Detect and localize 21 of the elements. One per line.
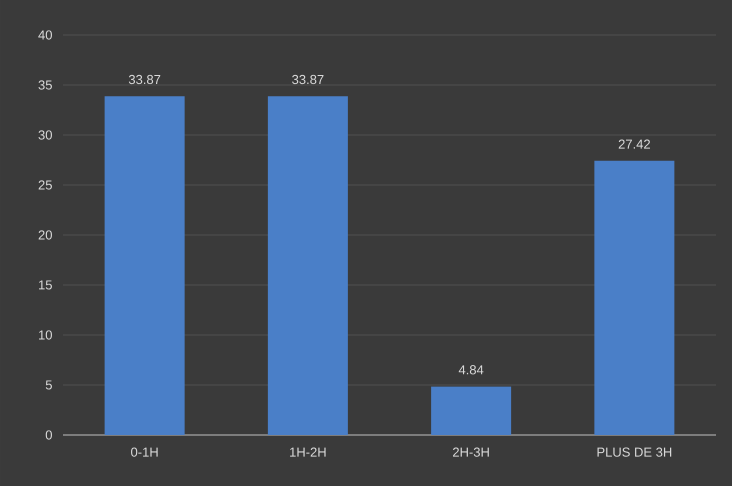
y-tick-label: 5 [46,380,52,390]
y-tick-label: 0 [46,430,52,440]
data-label: 4.84 [458,365,484,374]
y-tick-label: 10 [39,330,52,340]
data-label: 33.87 [292,74,324,84]
data-label: 27.42 [618,140,650,149]
x-tick-label: 0-1H [131,448,158,457]
y-tick-label: 30 [38,130,52,140]
bar [431,386,512,435]
y-tick-label: 35 [38,80,52,90]
y-tick-label: 25 [38,180,52,190]
bar [268,96,348,435]
y-tick-label: 40 [38,30,52,40]
x-tick-label: 1H-2H [290,448,326,457]
bar [594,160,674,435]
data-label: 33.87 [128,74,160,84]
x-tick-label: 2H-3H [453,448,489,457]
bar [104,96,185,435]
y-tick-label: 20 [38,230,52,240]
y-tick-label: 15 [39,280,52,290]
x-tick-label: PLUS DE 3H [598,448,672,457]
